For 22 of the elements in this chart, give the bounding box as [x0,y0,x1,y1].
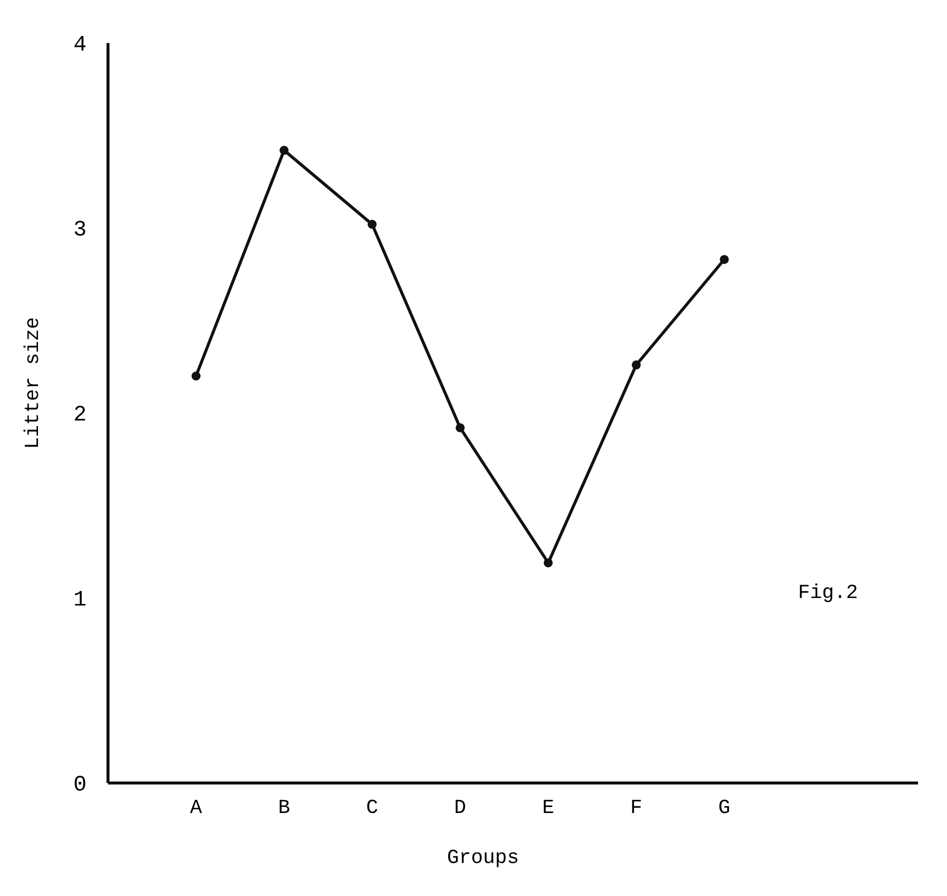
point [280,146,289,155]
y-tick-label: 1 [73,588,87,613]
point [632,360,641,370]
x-tick-label: C [366,797,378,820]
x-tick-label: D [454,797,466,820]
x-tick-label: E [542,797,554,820]
point [544,558,553,568]
caption: Fig.2 [798,582,858,605]
x-tick-label: B [278,797,290,820]
x-tick-label: A [190,797,202,820]
point [368,220,377,229]
x-tick-label: F [630,797,642,820]
y-tick-label: 4 [73,32,87,58]
point [192,372,201,380]
x-axis-title: Groups [446,847,520,870]
point [456,423,465,432]
y-tick-label: 0 [73,772,87,798]
x-tick-label: G [718,797,730,820]
y-axis-title: Litter size [22,316,45,450]
point [720,254,729,264]
y-tick-label: 3 [73,218,87,243]
y-tick-label: 2 [73,402,87,428]
